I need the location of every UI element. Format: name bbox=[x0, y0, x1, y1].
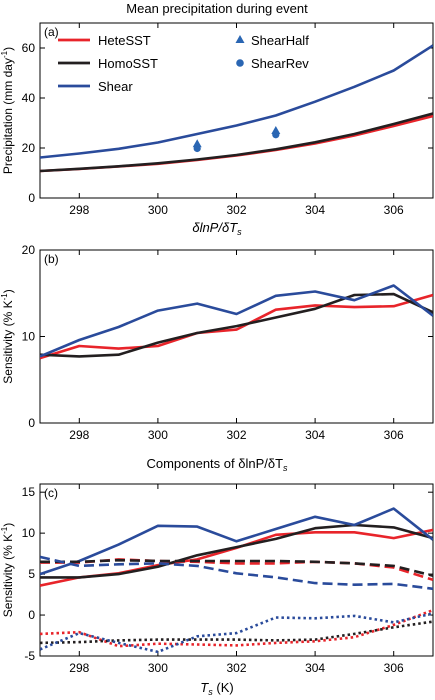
y-tick-label: 40 bbox=[22, 91, 36, 105]
y-tick-label: 0 bbox=[28, 191, 35, 205]
series-line-dashed-5 bbox=[40, 555, 433, 591]
series-line-dotted-6 bbox=[40, 608, 433, 648]
x-tick-label: 306 bbox=[384, 428, 404, 442]
y-tick-label: 0 bbox=[28, 608, 35, 622]
panel-b: 298 300 302 304 306 0 10 20 Sensitivity (% K-1) (… bbox=[0, 243, 434, 442]
x-tick-label: 300 bbox=[148, 661, 168, 675]
y-tick-label: -5 bbox=[24, 649, 35, 663]
y-tick-label: 20 bbox=[22, 141, 36, 155]
series-line-solid-2 bbox=[40, 507, 433, 576]
panel-label: (a) bbox=[44, 25, 59, 39]
y-tick-label: 60 bbox=[22, 41, 36, 55]
x-tick-label: 298 bbox=[69, 661, 89, 675]
plot-frame bbox=[39, 22, 434, 199]
y-tick-label: 15 bbox=[22, 485, 36, 499]
marker-shearrev bbox=[193, 144, 201, 153]
legend-label: Shear bbox=[98, 79, 133, 94]
figure-title: Mean precipitation during event bbox=[126, 1, 308, 16]
x-axis-label-a: δlnP/δTs bbox=[192, 220, 242, 237]
x-tick-label: 298 bbox=[69, 428, 89, 442]
plot-frame bbox=[39, 483, 434, 657]
y-axis-label: Sensitivity (% K-1) bbox=[0, 289, 15, 383]
panel-a: 298 300 302 304 306 0 20 40 60 Precipitation (mm … bbox=[0, 22, 434, 217]
panel-label: (c) bbox=[44, 486, 58, 500]
y-tick-label: 10 bbox=[22, 330, 36, 344]
x-tick-label: 302 bbox=[226, 203, 246, 217]
y-tick-label: 20 bbox=[22, 243, 36, 257]
series-line-dotted-8 bbox=[40, 612, 433, 654]
legend: HeteSST HomoSST Shear ShearHalf ShearRev bbox=[58, 33, 309, 94]
series-line-solid-0 bbox=[40, 528, 433, 587]
x-tick-label: 304 bbox=[305, 661, 325, 675]
series-line-shear bbox=[40, 44, 433, 159]
series-line-solid-0 bbox=[40, 293, 433, 360]
x-tick-label: 302 bbox=[226, 661, 246, 675]
y-tick-label: 5 bbox=[28, 567, 35, 581]
x-tick-label: 300 bbox=[148, 203, 168, 217]
panel-c: 298 300 302 304 306 -5 0 5 10 15 Sensitivity (% K-… bbox=[0, 483, 434, 675]
marker-shearhalf bbox=[192, 139, 202, 148]
x-tick-label: 304 bbox=[305, 203, 325, 217]
x-tick-label: 302 bbox=[226, 428, 246, 442]
y-axis-label: Sensitivity (% K-1) bbox=[0, 523, 15, 617]
y-tick-label: 10 bbox=[22, 526, 36, 540]
legend-label: ShearRev bbox=[251, 56, 309, 71]
x-axis-label-c: Ts (K) bbox=[200, 680, 233, 697]
y-axis-label: Precipitation (mm day-1) bbox=[0, 47, 15, 174]
legend-label: ShearHalf bbox=[251, 33, 309, 48]
series-line-solid-2 bbox=[40, 284, 433, 358]
series-line-solid-1 bbox=[40, 523, 433, 579]
x-tick-label: 306 bbox=[384, 661, 404, 675]
x-tick-label: 306 bbox=[384, 203, 404, 217]
x-tick-label: 300 bbox=[148, 428, 168, 442]
legend-marker-shearrev bbox=[236, 59, 244, 67]
panel-label: (b) bbox=[44, 252, 59, 266]
plot-frame bbox=[39, 249, 434, 424]
series-line-dashed-4 bbox=[40, 558, 433, 577]
x-tick-label: 298 bbox=[69, 203, 89, 217]
series-line-homosst bbox=[40, 112, 433, 173]
marker-shearrev bbox=[272, 131, 280, 139]
legend-label: HomoSST bbox=[98, 56, 158, 71]
y-tick-label: 0 bbox=[28, 416, 35, 430]
x-tick-label: 304 bbox=[305, 428, 325, 442]
panel-c-title: Components of δlnP/δTs bbox=[146, 456, 288, 473]
legend-label: HeteSST bbox=[98, 33, 151, 48]
legend-marker-shearhalf bbox=[235, 35, 245, 43]
